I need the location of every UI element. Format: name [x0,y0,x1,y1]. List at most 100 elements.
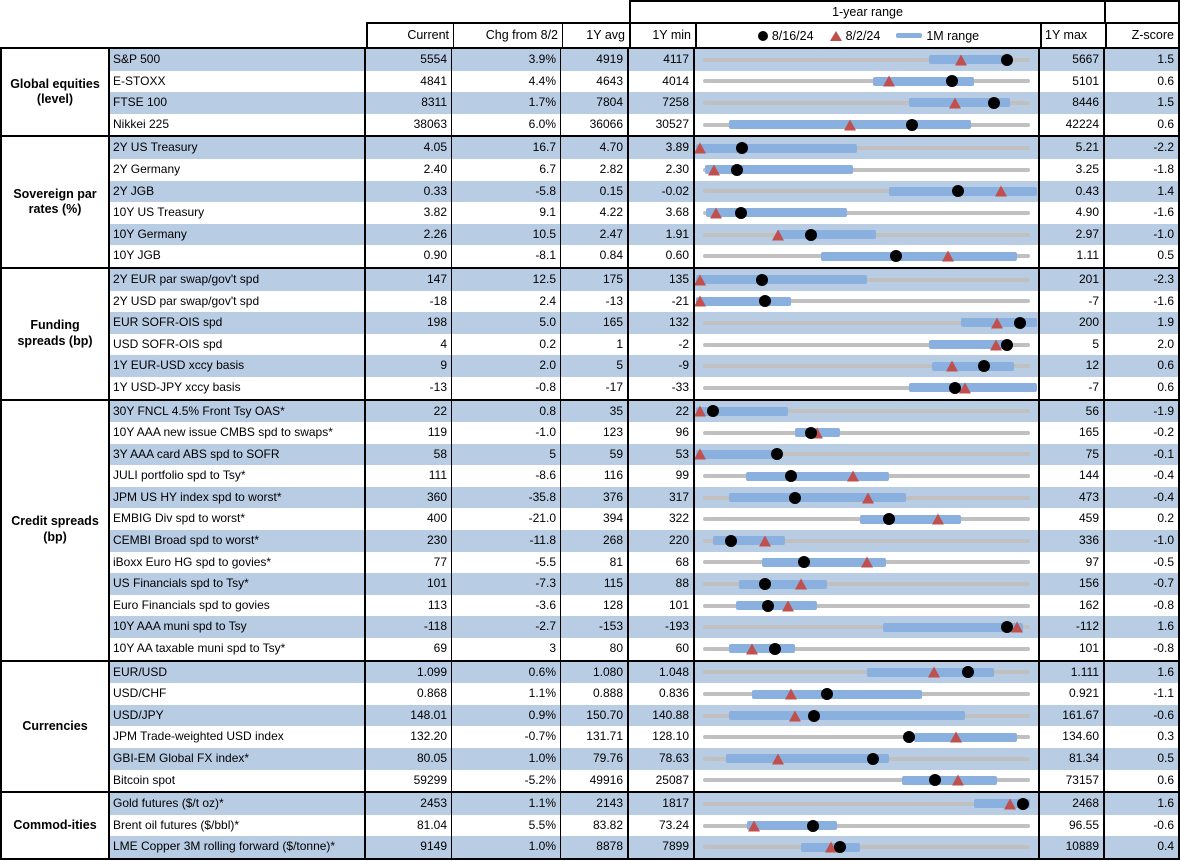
range-chart [693,530,1038,552]
current-dot-marker [806,819,819,832]
current-value: 0.868 [364,683,451,705]
table-row: 10Y AAA new issue CMBS spd to swaps* 119-… [110,422,1178,444]
range-track-area [703,793,1030,815]
avg-value: 131.71 [560,726,627,748]
z-value: -0.5 [1103,551,1178,574]
group-label: Global equities (level) [2,49,110,136]
z-value: -0.8 [1103,594,1178,617]
avg-value: 7804 [560,92,627,114]
avg-value: 150.70 [560,704,627,727]
prior-triangle-marker [824,841,837,853]
prior-triangle-marker [785,688,798,700]
col-header-current: Current [366,22,453,47]
chg-value: 6.7 [451,158,560,181]
current-dot-marker [768,642,781,655]
prior-triangle-marker [932,513,945,525]
z-value: -0.2 [1103,422,1178,444]
range-track-area [703,638,1030,660]
max-value: 56 [1038,400,1103,423]
current-value: 2.26 [364,223,451,246]
range-track-area [703,595,1030,617]
corner-cell [1106,0,1180,22]
min-value: 30527 [627,113,693,136]
min-value: 88 [627,573,693,595]
year-range-track [703,735,1030,740]
group-label: Commod-ities [2,793,110,858]
chg-value: 5 [451,443,560,466]
current-value: 69 [364,638,451,660]
chg-value: -8.6 [451,465,560,487]
range-track-area [703,181,1037,203]
range-track-area [703,422,1030,444]
current-dot-marker [808,709,821,722]
max-value: 81.34 [1038,748,1103,770]
range-chart [693,661,1038,684]
current-dot-marker [785,470,798,483]
current-dot-marker [988,96,1001,109]
range-track-area [703,334,1030,356]
month-range-bar [735,601,818,611]
month-range-bar [729,493,906,503]
table-row: GBI-EM Global FX index* 80.05 1.0% 79.76 78.… [110,748,1178,770]
z-value: -1.0 [1103,530,1178,552]
z-value: -0.1 [1103,443,1178,466]
max-value: 42224 [1038,113,1103,136]
range-chart [693,551,1038,574]
current-dot-marker [945,75,958,88]
current-dot-marker [734,206,747,219]
year-range-track [703,582,1030,587]
range-track-area [703,71,1030,93]
range-track-area [703,748,1030,770]
max-value: -7 [1038,376,1103,399]
max-value: 5101 [1038,70,1103,93]
prior-triangle-marker [759,535,772,547]
current-value: 58 [364,443,451,466]
year-range-track [703,342,1030,347]
table-row: LME Copper 3M rolling forward ($/tonne)*… [110,836,1178,858]
chg-value: -5.8 [451,180,560,203]
range-track-area [703,377,1037,399]
min-value: 0.836 [627,683,693,705]
table-row: Bitcoin spot 59299 -5.2% 49916 25087 73157 0.6 [110,769,1178,792]
prior-triangle-marker [708,164,721,176]
prior-triangle-marker [958,382,971,394]
min-value: 132 [627,312,693,334]
current-dot-marker [1001,621,1014,634]
min-value: 1.048 [627,661,693,684]
current-dot-marker [788,491,801,504]
avg-value: 175 [560,268,627,291]
range-chart [693,748,1038,770]
min-value: 68 [627,551,693,574]
table-row: S&P 500 5554 3.9% 4919 4117 5667 1.5 [110,49,1178,71]
year-range-track [703,778,1030,783]
max-value: -7 [1038,290,1103,313]
table-row: US Financials spd to Tsy* 101 -7.3 115 88 156… [110,573,1178,595]
range-chart [693,726,1038,748]
row-label: 10Y US Treasury [113,205,205,220]
max-value: 144 [1038,465,1103,487]
avg-value: 4643 [560,70,627,93]
year-range-track [703,277,1030,282]
avg-value: 8878 [560,836,627,858]
row-label: 10Y AAA new issue CMBS spd to swaps* [113,425,333,440]
range-track-area [703,530,1030,552]
max-value: -112 [1038,616,1103,639]
table-body: Global equities (level) S&P 500 5554 3.9% 49… [0,47,1180,860]
row-label: Brent oil futures ($/bbl)* [113,817,240,832]
table-row: JPM Trade-weighted USD index 132.20 -0.7% 1… [110,726,1178,748]
current-value: 9 [364,355,451,377]
year-range-track [703,320,1030,325]
z-value: -2.3 [1103,268,1178,291]
z-value: 0.6 [1103,70,1178,93]
max-value: 161.67 [1038,704,1103,727]
chg-value: -11.8 [451,530,560,552]
avg-value: 0.888 [560,683,627,705]
current-value: 0.90 [364,245,451,267]
min-value: 3.68 [627,202,693,224]
prior-triangle-marker [710,207,723,219]
max-value: 4.90 [1038,202,1103,224]
chg-value: 1.0% [451,748,560,770]
z-value: -1.8 [1103,158,1178,181]
avg-value: 2143 [560,793,627,815]
legend-item-current: 8/16/24 [757,25,814,47]
